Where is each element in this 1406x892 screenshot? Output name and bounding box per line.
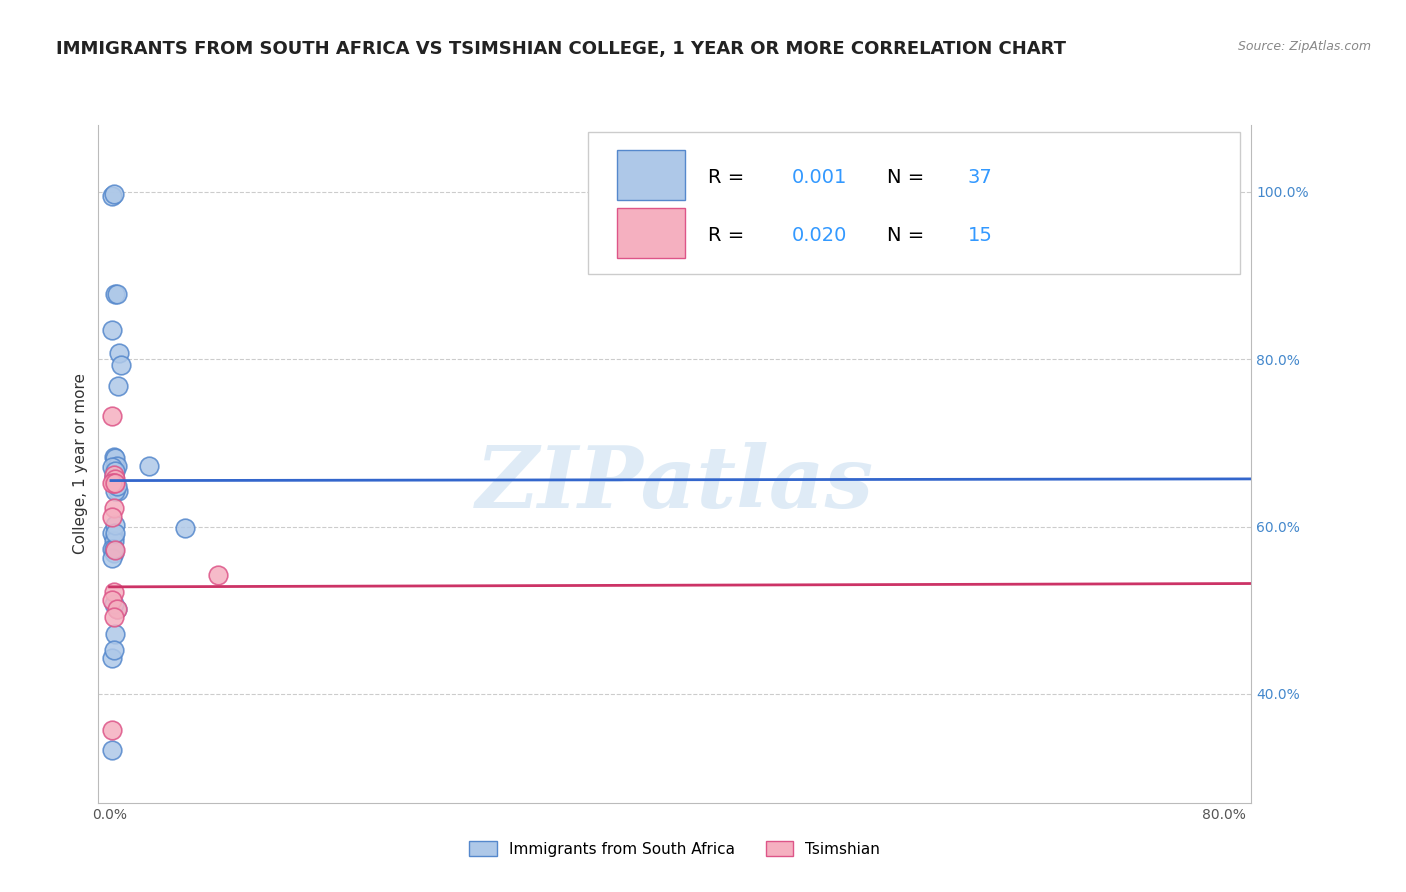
Point [101, 460, 124, 475]
Point [105, 479, 128, 493]
Point [104, 450, 127, 465]
Point [103, 471, 125, 485]
FancyBboxPatch shape [588, 132, 1240, 274]
Point [103, 450, 125, 464]
Text: 0.020: 0.020 [792, 226, 846, 245]
Text: IMMIGRANTS FROM SOUTH AFRICA VS TSIMSHIAN COLLEGE, 1 YEAR OR MORE CORRELATION CH: IMMIGRANTS FROM SOUTH AFRICA VS TSIMSHIA… [56, 40, 1066, 58]
Point [103, 186, 125, 201]
Point [105, 287, 128, 301]
Point [103, 610, 125, 624]
Point [101, 723, 124, 737]
Point [103, 501, 125, 516]
Point [104, 626, 127, 640]
Point [104, 464, 127, 478]
Point [103, 467, 125, 482]
Text: R =: R = [709, 226, 751, 245]
Point [101, 189, 124, 203]
Point [104, 472, 127, 486]
Point [103, 476, 125, 491]
FancyBboxPatch shape [617, 208, 685, 258]
Point [103, 530, 125, 544]
Legend: Immigrants from South Africa, Tsimshian: Immigrants from South Africa, Tsimshian [464, 835, 886, 863]
Text: 37: 37 [967, 168, 993, 186]
Point [207, 568, 229, 582]
Point [101, 743, 124, 757]
Point [107, 483, 129, 498]
Point [101, 593, 124, 607]
Point [107, 379, 129, 393]
Point [103, 546, 125, 560]
Point [101, 476, 124, 491]
Point [103, 467, 125, 482]
Point [104, 526, 127, 541]
Point [105, 601, 128, 615]
Point [101, 551, 124, 566]
Point [101, 542, 124, 557]
Point [110, 358, 132, 372]
Text: R =: R = [709, 168, 751, 186]
Point [103, 597, 125, 611]
Point [108, 345, 131, 359]
Point [103, 585, 125, 599]
Point [101, 323, 124, 337]
Point [101, 651, 124, 665]
Point [104, 476, 127, 491]
Point [104, 287, 127, 301]
Point [105, 459, 128, 474]
Point [101, 409, 124, 424]
Point [173, 521, 195, 535]
Text: ZIPatlas: ZIPatlas [475, 442, 875, 526]
Point [104, 543, 127, 558]
Point [103, 643, 125, 657]
FancyBboxPatch shape [617, 150, 685, 200]
Text: N =: N = [887, 226, 931, 245]
Point [101, 526, 124, 541]
Text: N =: N = [887, 168, 931, 186]
Y-axis label: College, 1 year or more: College, 1 year or more [73, 374, 89, 554]
Point [103, 533, 125, 548]
Point [104, 476, 127, 491]
Point [104, 517, 127, 532]
Point [104, 458, 127, 473]
Point [103, 542, 125, 557]
Point [101, 509, 124, 524]
Point [138, 459, 160, 474]
Point [104, 483, 127, 498]
Text: Source: ZipAtlas.com: Source: ZipAtlas.com [1237, 40, 1371, 54]
Point [105, 601, 128, 615]
Text: 15: 15 [967, 226, 993, 245]
Text: 0.001: 0.001 [792, 168, 846, 186]
